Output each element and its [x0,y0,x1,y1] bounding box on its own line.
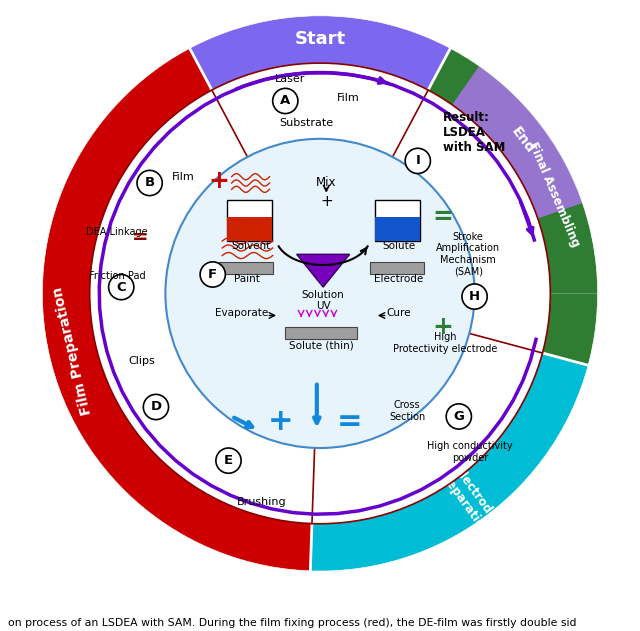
Text: Mix: Mix [316,177,337,189]
Wedge shape [189,16,451,90]
Text: on process of an LSDEA with SAM. During the film fixing process (red), the DE-fi: on process of an LSDEA with SAM. During … [8,618,576,628]
Text: Electrode
Preparation: Electrode Preparation [435,459,504,539]
Circle shape [137,170,163,196]
Text: High
Protectivity electrode: High Protectivity electrode [393,333,497,354]
Text: Film: Film [337,93,360,103]
Text: Evaporate: Evaporate [214,307,268,317]
Text: Friction Pad: Friction Pad [88,271,145,281]
Text: +: + [268,408,294,437]
Text: A: A [280,95,291,107]
Text: Solvent: Solvent [231,241,270,251]
Text: C: C [116,281,126,293]
Text: +: + [320,194,333,209]
FancyBboxPatch shape [371,262,424,274]
Text: Start: Start [294,30,346,49]
Wedge shape [452,66,582,218]
Text: +: + [209,169,230,193]
Wedge shape [310,353,588,571]
FancyBboxPatch shape [227,200,272,241]
Text: Cure: Cure [387,307,411,317]
Text: B: B [145,177,155,189]
Circle shape [200,262,225,287]
Text: Stroke
Amplification
Mechanism
(SAM): Stroke Amplification Mechanism (SAM) [436,232,500,276]
Wedge shape [42,49,312,571]
Text: G: G [453,410,464,423]
Polygon shape [297,254,349,287]
Text: Final Assembling: Final Assembling [525,139,582,249]
Circle shape [446,404,472,429]
Text: Laser: Laser [275,74,305,84]
Circle shape [405,148,431,174]
Text: Substrate: Substrate [279,118,333,128]
Circle shape [273,88,298,114]
Text: F: F [208,268,218,281]
Text: I: I [415,155,420,167]
Text: =: = [337,408,362,437]
FancyBboxPatch shape [285,327,357,339]
Circle shape [109,274,134,300]
Circle shape [143,394,168,420]
Text: Solute: Solute [382,241,415,251]
FancyBboxPatch shape [375,200,420,241]
Circle shape [165,139,475,448]
Text: DEA Linkage: DEA Linkage [86,227,148,237]
Text: E: E [224,454,233,467]
Circle shape [462,284,487,309]
Text: =: = [132,228,148,247]
Text: Cross
Section: Cross Section [389,400,425,422]
FancyBboxPatch shape [219,262,273,274]
Text: =: = [433,205,454,229]
Text: H: H [469,290,480,303]
Text: End: End [508,125,537,156]
Text: Paint: Paint [234,274,260,284]
Text: Film Preparation: Film Preparation [51,285,94,416]
Text: Solution: Solution [302,290,344,300]
Wedge shape [543,293,598,365]
Text: Brushing: Brushing [237,497,287,507]
Text: D: D [150,401,161,413]
FancyBboxPatch shape [227,217,272,241]
Text: Electrode: Electrode [374,274,424,284]
Circle shape [216,448,241,473]
Circle shape [42,16,598,571]
Text: Result:
LSDEA
with SAM: Result: LSDEA with SAM [443,112,506,155]
Text: UV: UV [316,301,330,311]
Text: Solute (thin): Solute (thin) [289,341,354,351]
Wedge shape [428,49,598,293]
Text: +: + [433,316,454,339]
Text: Clips: Clips [128,356,155,366]
FancyBboxPatch shape [375,217,420,241]
Text: High conductivity
powder: High conductivity powder [428,441,513,463]
Text: Film: Film [172,172,195,182]
